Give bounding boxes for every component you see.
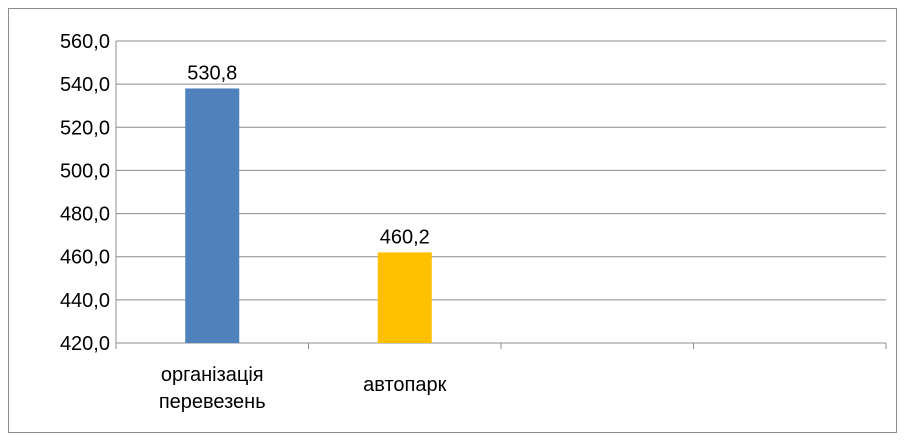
bar [185,88,240,343]
y-tick-label: 480,0 [60,204,110,226]
data-label: 530,8 [187,62,237,84]
x-category-label-line: автопарк [363,374,446,396]
y-tick-label: 420,0 [60,333,110,355]
x-category-label-line: перевезень [159,391,266,413]
bar [377,252,432,343]
x-category-label: організація перевезень [159,364,266,413]
data-label: 460,2 [380,226,430,248]
chart-frame [8,8,897,433]
y-tick-label: 560,0 [60,31,110,53]
y-tick-label: 520,0 [60,117,110,139]
x-category-label: автопарк [363,374,446,396]
y-tick-label: 500,0 [60,160,110,182]
y-tick-label: 440,0 [60,290,110,312]
x-category-label-line: організація [161,364,264,386]
y-tick-label: 540,0 [60,74,110,96]
y-tick-label: 460,0 [60,247,110,269]
